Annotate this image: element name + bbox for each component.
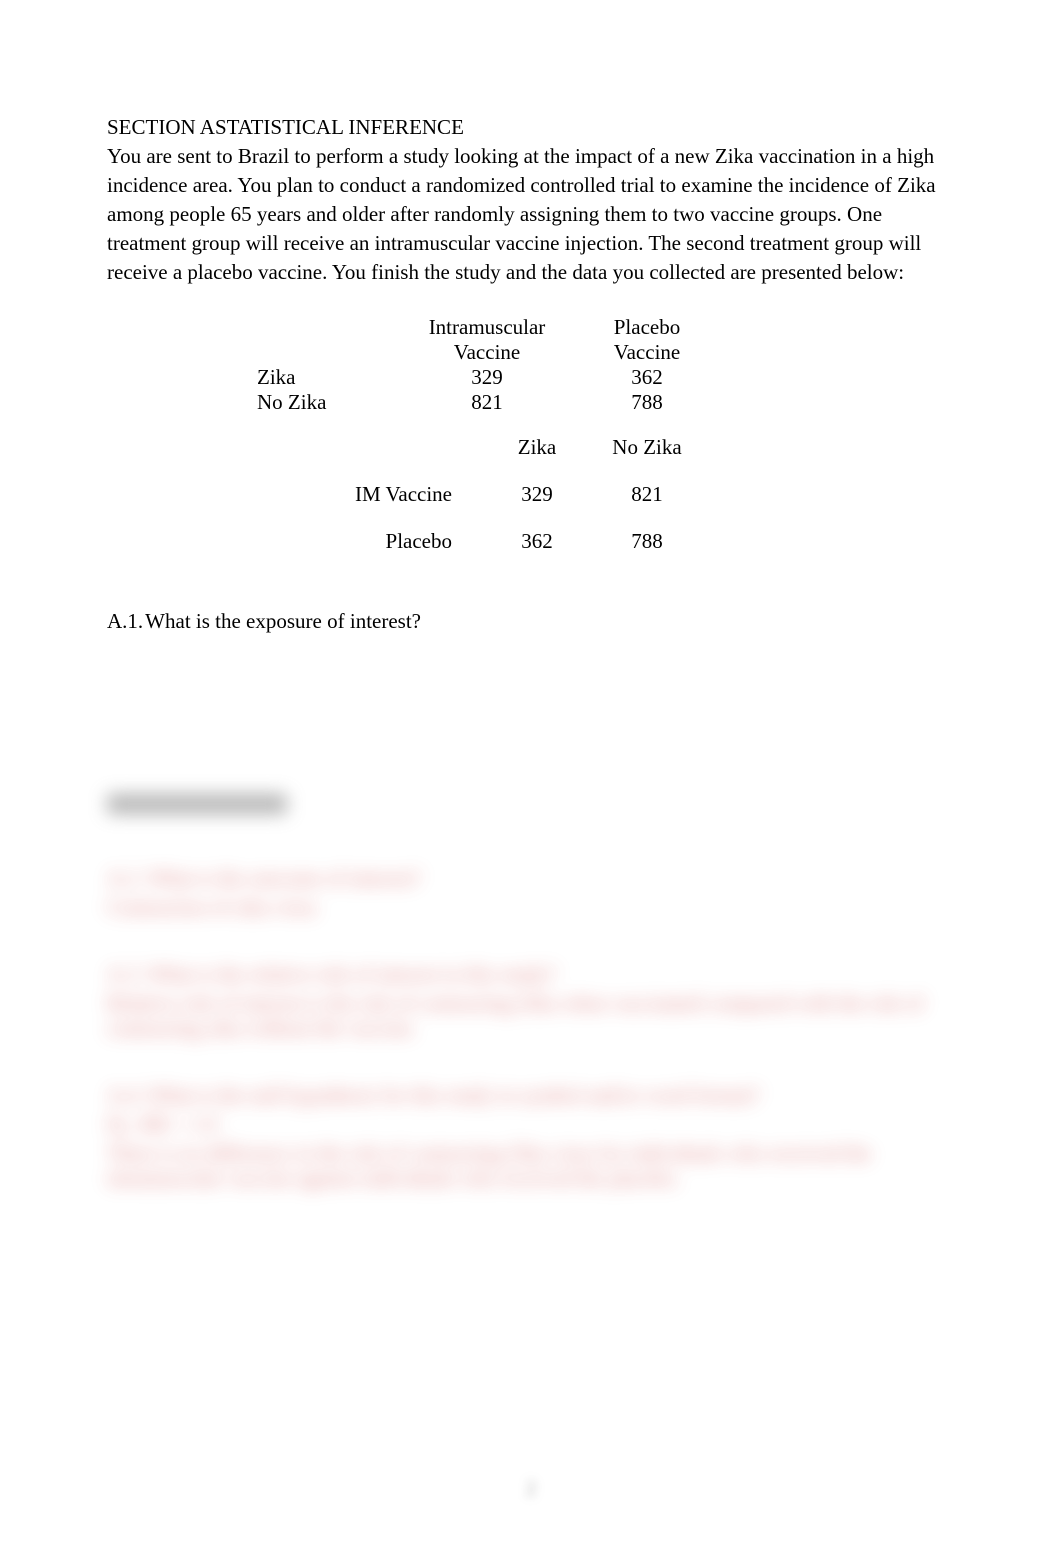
table-header-cell: Vaccine: [407, 340, 567, 365]
table-row: Intramuscular Placebo: [257, 315, 962, 340]
section-label-a: SECTION A: [107, 115, 215, 139]
section-heading: SECTION ASTATISTICAL INFERENCE: [107, 115, 962, 140]
table-header-cell: No Zika: [592, 435, 702, 460]
table-row-label: Placebo: [282, 529, 482, 554]
table-cell: 329: [407, 365, 567, 390]
blurred-question-label: A.4. What is the null hypothesis for thi…: [107, 1083, 962, 1108]
question-a1: A.1. What is the exposure of interest?: [107, 609, 962, 634]
blurred-answer: Contraction of zika virus: [107, 895, 962, 920]
contingency-table-1: Intramuscular Placebo Vaccine Vaccine Zi…: [257, 315, 962, 415]
table-row-label: IM Vaccine: [282, 482, 482, 507]
table-cell: 329: [482, 482, 592, 507]
table-row: No Zika 821 788: [257, 390, 962, 415]
table-header-cell: Zika: [482, 435, 592, 460]
blurred-question-label: A.2. What is the outcome of interest?: [107, 866, 962, 891]
table-cell-empty: [257, 315, 407, 340]
table-cell: 821: [407, 390, 567, 415]
table-row-label: No Zika: [257, 390, 407, 415]
table-cell: 362: [567, 365, 727, 390]
page-number: 2: [526, 1476, 537, 1501]
table-header-cell: Intramuscular: [407, 315, 567, 340]
table-row: Placebo 362 788: [282, 529, 962, 554]
table-cell-empty: [282, 435, 482, 460]
table-row: Zika No Zika: [282, 435, 962, 460]
table-cell-empty: [257, 340, 407, 365]
question-number: A.1.: [107, 609, 143, 634]
section-label-b: STATISTICAL INFERENCE: [215, 115, 464, 139]
blurred-answer: There is no difference in the risk of co…: [107, 1141, 962, 1191]
table-cell: 788: [567, 390, 727, 415]
table-header-cell: Placebo: [567, 315, 727, 340]
table-row: IM Vaccine 329 821: [282, 482, 962, 507]
blurred-answers: A.2. What is the outcome of interest? Co…: [107, 794, 962, 1191]
table-row: Zika 329 362: [257, 365, 962, 390]
table-row-label: Zika: [257, 365, 407, 390]
question-text: What is the exposure of interest?: [145, 609, 421, 634]
blurred-answer: Relative risk of interest is the risk of…: [107, 991, 962, 1041]
intro-paragraph: You are sent to Brazil to perform a stud…: [107, 142, 962, 287]
blurred-question-label: A.3. What is the relative risk of intere…: [107, 962, 962, 987]
table-row: Vaccine Vaccine: [257, 340, 962, 365]
table-header-cell: Vaccine: [567, 340, 727, 365]
table-cell: 362: [482, 529, 592, 554]
table-cell: 821: [592, 482, 702, 507]
blurred-answer: H₀: RR = 1.0: [107, 1112, 962, 1137]
blurred-line: [107, 794, 287, 814]
table-cell: 788: [592, 529, 702, 554]
contingency-table-2: Zika No Zika IM Vaccine 329 821 Placebo …: [282, 435, 962, 554]
